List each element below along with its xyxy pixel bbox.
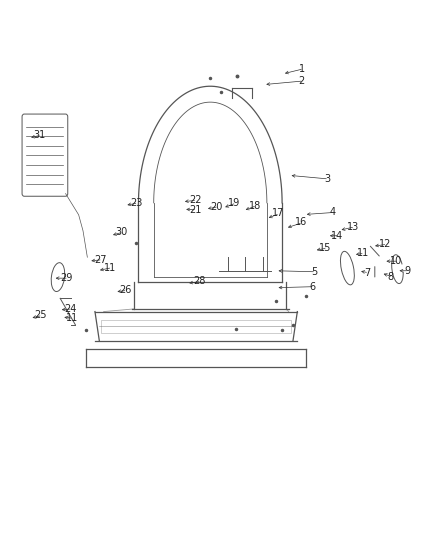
Text: 15: 15	[319, 243, 332, 253]
Text: 27: 27	[94, 255, 107, 264]
Text: 13: 13	[347, 222, 359, 232]
Text: 29: 29	[60, 273, 73, 283]
Bar	[102, 319, 291, 333]
Text: 10: 10	[390, 256, 403, 266]
Text: 31: 31	[33, 130, 46, 140]
Text: 26: 26	[119, 285, 131, 295]
Text: 16: 16	[295, 217, 307, 228]
Text: 28: 28	[193, 276, 205, 286]
Text: 30: 30	[115, 227, 127, 237]
Text: 20: 20	[211, 201, 223, 212]
Text: 4: 4	[329, 207, 335, 217]
Text: 12: 12	[379, 239, 392, 249]
Text: 19: 19	[228, 198, 240, 208]
Text: 23: 23	[130, 198, 142, 208]
Text: 3: 3	[324, 174, 330, 184]
Text: 22: 22	[189, 195, 201, 205]
Text: 17: 17	[272, 208, 284, 219]
Text: 8: 8	[388, 272, 394, 282]
Text: 11: 11	[66, 313, 78, 324]
Text: 1: 1	[299, 64, 305, 74]
Text: 25: 25	[34, 310, 47, 320]
Text: 18: 18	[248, 200, 261, 211]
Text: 7: 7	[364, 268, 370, 278]
Text: 14: 14	[331, 231, 343, 241]
Text: 6: 6	[310, 281, 316, 292]
Text: 24: 24	[64, 304, 76, 314]
Text: 9: 9	[404, 266, 410, 276]
Text: 2: 2	[299, 76, 305, 86]
Text: 5: 5	[311, 267, 317, 277]
Text: 21: 21	[189, 205, 201, 215]
Text: 11: 11	[357, 248, 369, 259]
Text: 11: 11	[104, 263, 117, 272]
